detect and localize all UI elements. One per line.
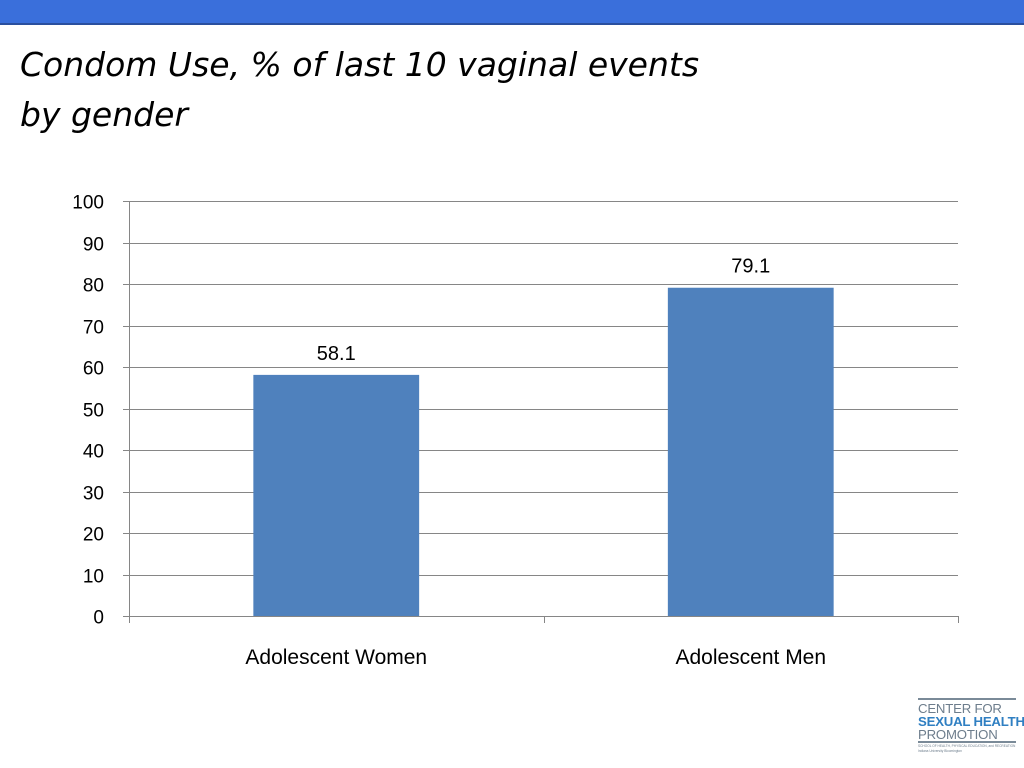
- logo-subtext-1: SCHOOL OF HEALTH, PHYSICAL EDUCATION, an…: [918, 744, 1016, 748]
- logo-rule-top: [918, 698, 1016, 700]
- title-line-2: by gender: [20, 95, 188, 134]
- y-tick-label: 60: [83, 359, 104, 380]
- data-label: 79.1: [731, 256, 770, 278]
- logo-subtext-2: Indiana University Bloomington: [918, 749, 962, 753]
- logo-line-2: SEXUAL HEALTH: [918, 714, 1024, 729]
- data-label: 58.1: [317, 343, 356, 365]
- y-tick-label: 50: [83, 401, 104, 422]
- category-label: Adolescent Women: [245, 646, 427, 669]
- logo-line-3: PROMOTION: [918, 727, 998, 742]
- bar: [667, 287, 834, 616]
- bar: [253, 374, 420, 616]
- y-tick-label: 10: [83, 567, 104, 588]
- y-tick-label: 100: [72, 193, 104, 214]
- y-tick-label: 90: [83, 235, 104, 256]
- title-line-1: Condom Use, % of last 10 vaginal events: [20, 45, 700, 84]
- y-tick-label: 40: [83, 442, 104, 463]
- y-tick-label: 80: [83, 276, 104, 297]
- y-tick-label: 30: [83, 484, 104, 505]
- slide-title: Condom Use, % of last 10 vaginal events …: [20, 40, 820, 140]
- center-logo: CENTER FOR SEXUAL HEALTH PROMOTION SCHOO…: [918, 698, 1024, 756]
- logo-line-1: CENTER FOR: [918, 701, 1002, 716]
- y-tick-label: 70: [83, 318, 104, 339]
- top-banner: [0, 0, 1024, 25]
- category-label: Adolescent Men: [675, 646, 826, 669]
- logo-rule-bottom: [918, 741, 1016, 743]
- y-tick-label: 20: [83, 525, 104, 546]
- y-tick-label: 0: [93, 608, 104, 629]
